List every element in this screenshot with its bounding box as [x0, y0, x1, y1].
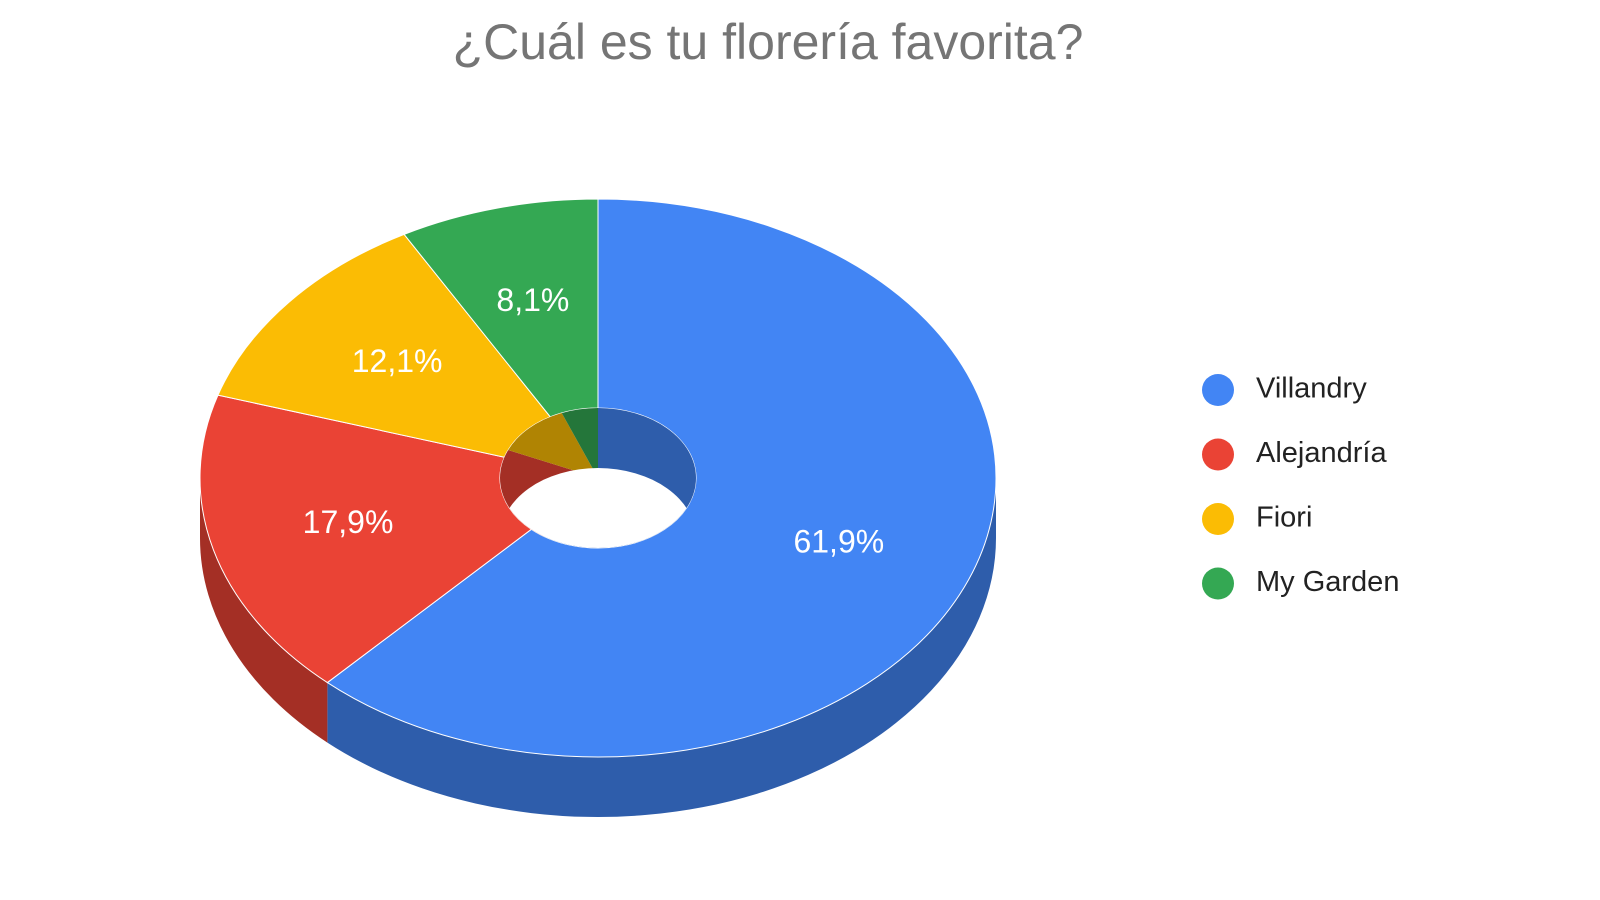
legend-marker [1202, 374, 1234, 406]
legend-label: My Garden [1256, 566, 1399, 598]
legend-marker [1202, 503, 1234, 535]
legend-label: Villandry [1256, 373, 1367, 405]
legend-label: Fiori [1256, 502, 1312, 534]
legend: Villandry Alejandría Fiori My Garden [1202, 373, 1399, 600]
hole-opening [500, 468, 696, 548]
data-label: 61,9% [793, 524, 884, 560]
data-label: 12,1% [352, 343, 443, 379]
legend-label: Alejandría [1256, 437, 1387, 469]
data-label: 17,9% [303, 504, 394, 540]
slice-side [327, 478, 996, 817]
pie: 61,9% 17,9% 12,1% 8,1% [199, 198, 997, 817]
chart-title: ¿Cuál es tu florería favorita? [453, 14, 1084, 70]
legend-marker [1202, 567, 1234, 600]
data-label: 8,1% [496, 282, 569, 318]
legend-marker [1202, 438, 1234, 471]
hole-wall [500, 408, 598, 548]
slice-side [200, 478, 328, 743]
